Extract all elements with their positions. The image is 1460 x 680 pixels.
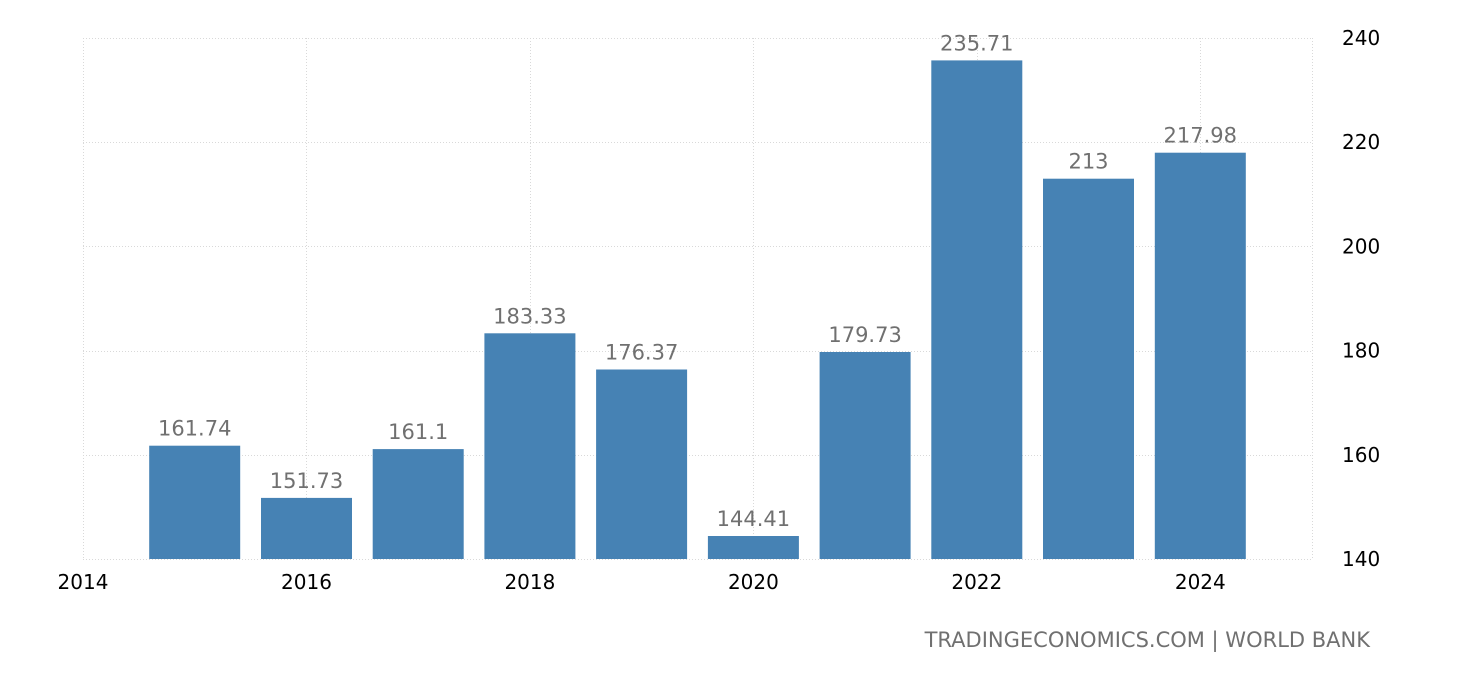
bar-2022 — [931, 60, 1023, 560]
x-axis: 2014 2016 2018 2020 2022 2024 — [58, 570, 1226, 594]
data-label-2018: 183.33 — [493, 304, 566, 328]
x-tick-label: 2018 — [504, 570, 555, 594]
y-tick-label: 180 — [1342, 339, 1380, 363]
bar-2023 — [1043, 178, 1134, 559]
y-tick-label: 240 — [1342, 26, 1380, 50]
x-tick-label: 2014 — [58, 570, 109, 594]
data-label-2016: 151.73 — [270, 469, 343, 493]
bar-2024 — [1154, 152, 1246, 559]
bar-2017 — [372, 449, 464, 559]
y-axis: 140 160 180 200 220 240 — [1342, 26, 1380, 571]
bar-2020 — [707, 536, 799, 559]
x-tick-label: 2020 — [728, 570, 779, 594]
y-tick-label: 200 — [1342, 234, 1380, 258]
bars — [149, 60, 1246, 560]
data-label-2022: 235.71 — [940, 31, 1013, 55]
data-labels: 161.74 151.73 161.1 183.33 176.37 144.41 179.7… — [158, 31, 1237, 531]
bar-2018 — [484, 333, 576, 559]
data-label-2021: 179.73 — [828, 323, 901, 347]
y-tick-label: 160 — [1342, 443, 1380, 467]
y-tick-label: 140 — [1342, 547, 1380, 571]
data-label-2024: 217.98 — [1164, 124, 1237, 148]
x-tick-label: 2016 — [281, 570, 332, 594]
source-attribution: TRADINGECONOMICS.COM | WORLD BANK — [924, 628, 1370, 652]
x-tick-label: 2022 — [951, 570, 1002, 594]
bar-2021 — [819, 352, 911, 559]
data-label-2023: 213 — [1068, 150, 1108, 174]
data-label-2020: 144.41 — [717, 507, 790, 531]
bar-2015 — [149, 445, 241, 559]
y-tick-label: 220 — [1342, 130, 1380, 154]
data-label-2017: 161.1 — [388, 420, 448, 444]
grid — [83, 38, 1313, 560]
data-label-2015: 161.74 — [158, 417, 231, 441]
x-tick-label: 2024 — [1175, 570, 1226, 594]
bar-2019 — [596, 369, 688, 559]
bar-2016 — [261, 497, 352, 559]
data-label-2019: 176.37 — [605, 341, 678, 365]
